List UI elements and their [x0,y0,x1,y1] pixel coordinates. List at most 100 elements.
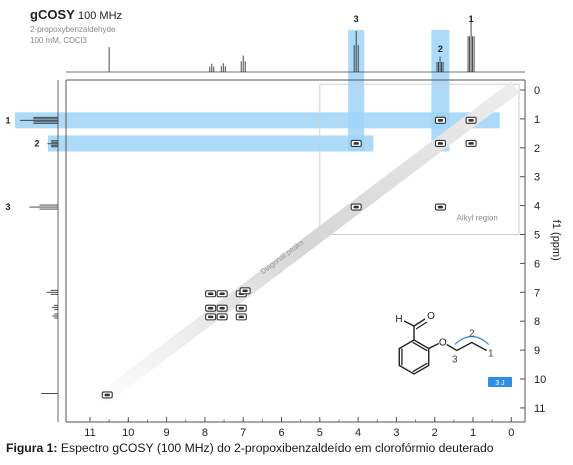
x-tick-label: 11 [84,427,95,439]
cross-peak-core [219,315,225,319]
x-tick-label: 6 [278,427,284,439]
figure-caption: Figura 1: Espectro gCOSY (100 MHz) do 2-… [6,441,571,455]
atom-o-aldehyde: O [427,311,435,322]
cross-peak-0 [434,116,446,124]
y-tick-label: 5 [534,230,540,242]
propyl-chain [446,341,488,352]
benzene-double-bond [412,362,428,373]
x-tick-label: 3 [393,427,399,439]
highlight-band-f1-1 [15,112,500,129]
left-peak-1 [52,313,58,319]
aldehyde-co [413,318,426,327]
top-peak-label-3: 3 [354,14,359,24]
cross-peak-core [208,306,214,310]
diagonal-peak-2 [216,304,228,312]
caption-text: Espectro gCOSY (100 MHz) do 2-propoxiben… [57,441,494,455]
chart-subtitle-0: 2-propoxybenzaldehyde [30,25,116,34]
diagonal-peak-0 [101,391,113,399]
cross-peak-3 [434,203,446,211]
benzene-ring [398,339,430,375]
top-peak-3 [240,55,246,72]
diagonal-peak-core [468,119,474,122]
plot-frame [65,79,526,423]
diagonal-peak-core [219,306,225,310]
x-tick-label: 10 [122,427,134,439]
chart-subtitle-1: 100 mM, CDCl3 [30,36,87,45]
chart-title-suffix: 100 MHz [78,10,122,22]
diagonal-peak-core [437,142,444,145]
highlight-band-f1-2 [48,135,374,152]
cross-peak-core [238,306,244,310]
x-tick-label: 9 [164,427,170,439]
diagonal-peak-core [104,393,110,397]
y-tick-label: 7 [534,287,540,299]
left-peak-label-1: 1 [5,115,10,125]
left-peak-label-3: 3 [5,202,10,212]
f1-axis-label: f1 (ppm) [550,220,562,261]
cross-peak-core [437,119,444,122]
top-peak-label-1: 1 [469,14,474,24]
diagonal-peak-7 [465,116,477,124]
x-tick-label: 8 [202,427,208,439]
top-peak-6 [467,17,475,72]
top-peak-label-2: 2 [438,44,443,54]
cross-peak-1 [465,139,477,148]
cross-peak-core [437,205,444,209]
coupling-badge-label: 3 J [495,380,504,387]
cross-peak-2 [350,139,362,148]
cross-peak-core [219,292,225,296]
x-tick-label: 1 [470,427,476,439]
y-tick-label: 11 [534,403,545,415]
coupling-badge [488,377,512,387]
cross-peak-core [353,142,359,145]
diagonal-peak-core [208,315,214,319]
coupling-arc [454,335,490,345]
cross-peak-core [238,315,244,319]
cross-peak-9 [216,313,228,321]
carbon-label-2: 2 [469,329,475,340]
left-peak-2 [51,304,58,310]
aldehyde-ch [403,320,415,327]
y-tick-label: 0 [534,85,540,97]
alkyl-region-box [319,83,520,235]
y-tick-label: 4 [534,201,540,213]
cross-peak-core [208,292,214,296]
highlight-band-f2-3 [348,30,365,151]
highlight-bands [15,30,500,152]
cross-peak-core [468,142,474,145]
y-tick-label: 10 [534,374,546,386]
atom-o-ether: O [439,338,447,349]
x-tick-label: 0 [508,427,514,439]
alkyl-region-label: Alkyl region [457,214,498,223]
peaks [101,116,477,399]
y-tick-label: 6 [534,258,540,270]
top-peak-1 [209,63,215,72]
diagonal-peak-6 [434,139,446,148]
y-tick-label: 3 [534,172,540,184]
diagonal-peak-1 [205,313,217,321]
cross-peak-7 [235,304,247,312]
caption-prefix: Figura 1: [6,441,58,455]
left-peak-3 [46,289,58,295]
benzene-double-bond [412,341,428,352]
aldehyde-co-double [415,321,428,330]
cross-peak-8 [205,304,217,312]
left-peak-5 [47,140,58,148]
chart-title: gCOSY [30,7,75,22]
diagonal-peak-4 [239,287,251,295]
cross-peak-6 [235,313,247,321]
x-tick-label: 2 [432,427,438,439]
left-peak-4 [29,204,58,210]
y-tick-label: 8 [534,316,540,328]
top-peak-2 [220,63,226,72]
left-projection: 1 2 3 [5,80,59,422]
diagonal-peak-5 [350,203,362,211]
top-peak-4 [353,30,359,72]
x-tick-label: 4 [355,427,361,439]
top-peak-5 [436,56,444,72]
carbon-label-3: 3 [452,355,458,366]
x-tick-label: 5 [317,427,323,439]
